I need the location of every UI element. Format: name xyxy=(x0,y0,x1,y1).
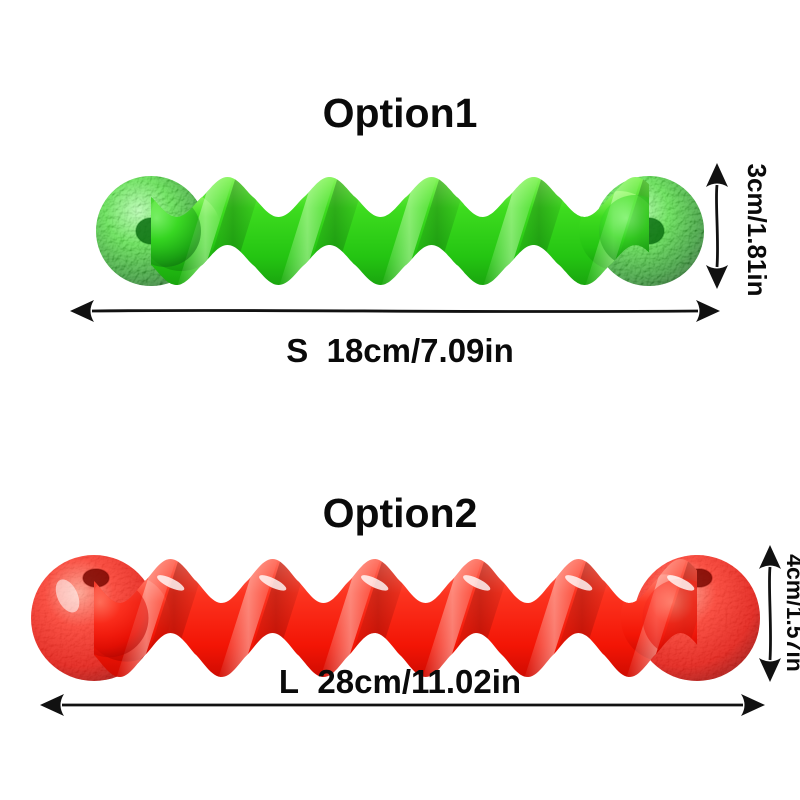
svg-text:4cm/1.57in: 4cm/1.57in xyxy=(782,554,800,672)
svg-text:3cm/1.81in: 3cm/1.81in xyxy=(742,164,772,297)
svg-text:L 28cm/11.02in: L 28cm/11.02in xyxy=(279,663,521,700)
svg-text:S 18cm/7.09in: S 18cm/7.09in xyxy=(286,332,513,369)
svg-text:Option2: Option2 xyxy=(323,490,478,536)
svg-text:Option1: Option1 xyxy=(323,90,478,136)
